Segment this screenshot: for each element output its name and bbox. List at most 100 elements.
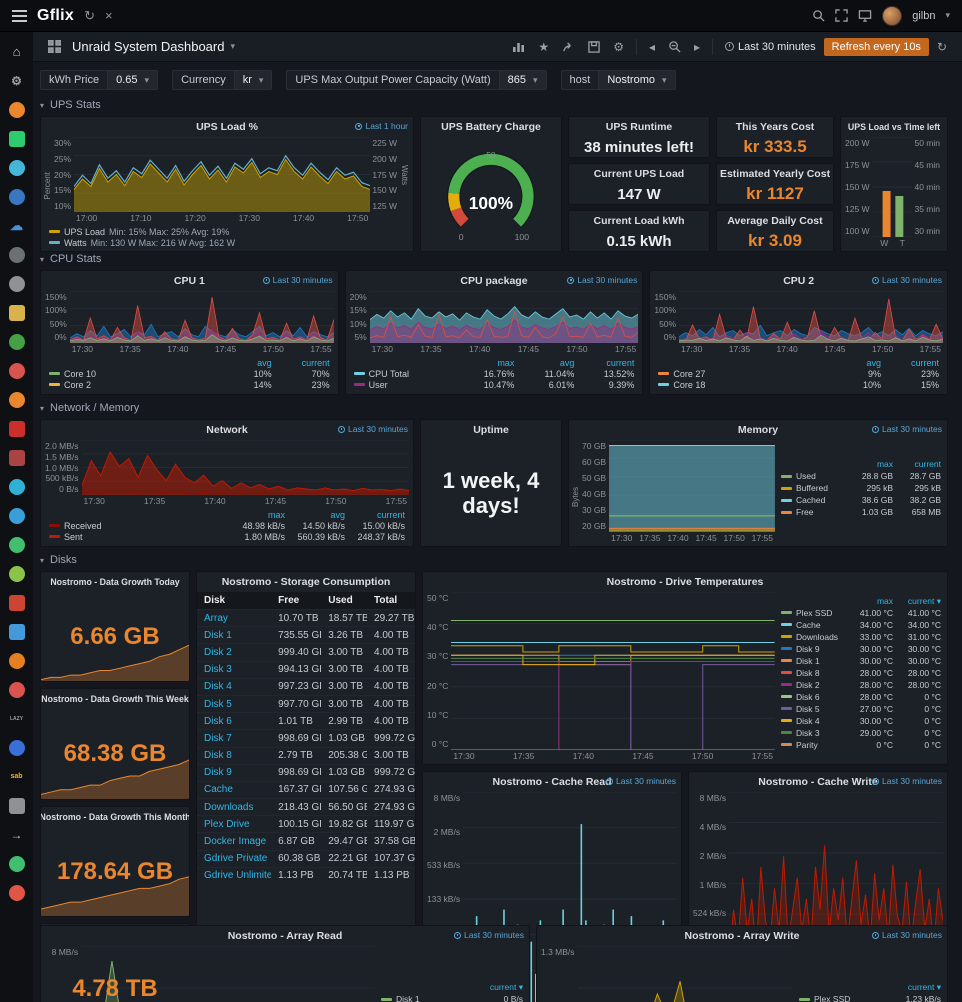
legend-item[interactable]: Disk 4 30.00 °C 0 °C: [781, 715, 941, 727]
legend-item[interactable]: Plex SSD 1.23 kB/s: [799, 993, 941, 1002]
sidebar-app-icon[interactable]: [8, 646, 25, 675]
panel-title-ups-load[interactable]: UPS Load %: [196, 121, 258, 133]
sidebar-app-icon[interactable]: ⚙: [9, 66, 25, 95]
disk-name-link[interactable]: Downloads: [197, 798, 272, 816]
sidebar-app-icon[interactable]: [8, 269, 25, 298]
dashboard-title[interactable]: Unraid System Dashboard: [72, 39, 225, 54]
sidebar-app-icon[interactable]: [8, 675, 25, 704]
legend-header[interactable]: max current ▾: [876, 595, 941, 607]
network-chart[interactable]: [81, 440, 409, 495]
sidebar-app-icon[interactable]: [8, 240, 25, 269]
sidebar-app-icon[interactable]: [8, 849, 25, 878]
disk-name-link[interactable]: Gdrive Unlimited: [197, 866, 272, 884]
settings-button[interactable]: ⚙: [613, 39, 624, 54]
panel-title-storage-consumption[interactable]: Nostromo - Storage Consumption: [221, 576, 391, 588]
sidebar-app-icon[interactable]: [8, 617, 25, 646]
disk-name-link[interactable]: Disk 5: [197, 694, 272, 713]
sidebar-app-icon[interactable]: [8, 588, 25, 617]
panel-title-uptime[interactable]: Uptime: [473, 424, 509, 436]
legend-item[interactable]: Downloads 33.00 °C 31.00 °C: [781, 631, 941, 643]
dashboard-title-caret[interactable]: ▾: [230, 41, 235, 51]
share-button[interactable]: [557, 38, 580, 56]
panel-title-growth-month[interactable]: Nostromo - Data Growth This Month: [41, 811, 189, 822]
legend-item[interactable]: Disk 2 28.00 °C 28.00 °C: [781, 679, 941, 691]
sidebar-app-icon[interactable]: [8, 385, 25, 414]
tab-refresh-icon[interactable]: ↻: [84, 7, 95, 23]
panel-title-ups-runtime[interactable]: UPS Runtime: [605, 121, 673, 133]
sidebar-app-icon[interactable]: [8, 153, 25, 182]
legend-item[interactable]: Core 27 9% 23%: [658, 368, 939, 379]
disk-name-link[interactable]: Disk 8: [197, 746, 272, 765]
legend-item[interactable]: Disk 3 29.00 °C 0 °C: [781, 727, 941, 739]
sidebar-app-icon[interactable]: ⌂: [9, 37, 25, 66]
disk-name-link[interactable]: Disk 3: [197, 660, 272, 679]
fullscreen-icon[interactable]: [835, 9, 848, 22]
array-read-chart[interactable]: [81, 946, 375, 1002]
legend-item[interactable]: Disk 1 30.00 °C 30.00 °C: [781, 655, 941, 667]
panel-title-memory[interactable]: Memory: [737, 424, 779, 436]
legend-item[interactable]: Disk 9 30.00 °C 30.00 °C: [781, 643, 941, 655]
template-variable[interactable]: UPS Max Output Power Capacity (Watt) 865…: [286, 70, 547, 90]
sidebar-app-icon[interactable]: LAZY: [9, 704, 25, 733]
sidebar-app-icon[interactable]: [8, 327, 25, 356]
legend-header[interactable]: max avg current: [497, 357, 635, 368]
variable-value-dropdown[interactable]: Nostromo ▾: [599, 70, 676, 90]
ups-bars-chart[interactable]: [873, 137, 913, 237]
sidebar-app-icon[interactable]: sab: [9, 762, 25, 791]
legend-item[interactable]: UPS Load Min: 15% Max: 25% Avg: 19%: [49, 226, 409, 237]
legend-item[interactable]: Free 1.03 GB 658 MB: [781, 506, 941, 518]
save-button[interactable]: [583, 38, 605, 56]
panel-title-years-cost[interactable]: This Years Cost: [735, 121, 815, 133]
disk-name-link[interactable]: Disk 1: [197, 626, 272, 644]
menu-icon[interactable]: [12, 9, 27, 22]
panel-title-estimated-yearly-cost[interactable]: Estimated Yearly Cost: [719, 168, 831, 180]
time-back-button[interactable]: ◂: [648, 39, 655, 54]
column-header-disk[interactable]: Disk: [197, 592, 272, 610]
add-panel-button[interactable]: [507, 38, 530, 56]
sidebar-app-icon[interactable]: [8, 356, 25, 385]
sidebar-app-icon[interactable]: [8, 791, 25, 820]
legend-header[interactable]: max current: [876, 459, 941, 469]
variable-value-dropdown[interactable]: 0.65 ▾: [108, 70, 159, 90]
panel-title-cache-write[interactable]: Nostromo - Cache Write: [758, 776, 878, 788]
sidebar-app-icon[interactable]: [8, 298, 25, 327]
legend-item[interactable]: Parity 0 °C 0 °C: [781, 739, 941, 751]
zoom-out-button[interactable]: [663, 37, 686, 56]
sidebar-app-icon[interactable]: [8, 182, 25, 211]
legend-item[interactable]: Buffered 295 kB 295 kB: [781, 482, 941, 494]
cpu-package-chart[interactable]: [369, 291, 639, 343]
panel-title-cache-read[interactable]: Nostromo - Cache Read: [492, 776, 612, 788]
row-header-network-memory[interactable]: ▾ Network / Memory: [40, 401, 948, 415]
legend-item[interactable]: Core 2 14% 23%: [49, 379, 330, 390]
tab-close-icon[interactable]: ×: [104, 8, 113, 23]
time-range-picker[interactable]: Last 30 minutes: [720, 38, 821, 56]
devices-icon[interactable]: [858, 9, 872, 22]
template-variable[interactable]: Currency kr ▾: [172, 70, 273, 90]
disk-name-link[interactable]: Disk 9: [197, 763, 272, 782]
panel-title-drive-temperatures[interactable]: Nostromo - Drive Temperatures: [606, 576, 764, 588]
legend-header[interactable]: avg current: [257, 357, 330, 368]
template-variable[interactable]: host Nostromo ▾: [560, 70, 676, 90]
legend-item[interactable]: Disk 5 27.00 °C 0 °C: [781, 703, 941, 715]
column-header-used[interactable]: Used: [321, 592, 368, 610]
legend-item[interactable]: Watts Min: 130 W Max: 216 W Avg: 162 W: [49, 237, 409, 248]
template-variable[interactable]: kWh Price 0.65 ▾: [40, 70, 159, 90]
variable-value-dropdown[interactable]: 865 ▾: [499, 70, 547, 90]
username[interactable]: gilbn: [912, 9, 936, 22]
panel-title-growth-today[interactable]: Nostromo - Data Growth Today: [50, 577, 180, 587]
drive-temperatures-chart[interactable]: [451, 592, 775, 750]
panel-title-current-load-kwh[interactable]: Current Load kWh: [593, 215, 685, 227]
cpu2-chart[interactable]: [679, 291, 943, 343]
legend-item[interactable]: Plex SSD 41.00 °C 41.00 °C: [781, 607, 941, 619]
legend-item[interactable]: Received 48.98 kB/s 14.50 kB/s 15.00 kB/s: [49, 520, 405, 531]
panel-title-ups-load-vs-time[interactable]: UPS Load vs Time left: [847, 122, 941, 132]
sidebar-app-icon[interactable]: →: [9, 820, 25, 849]
refresh-interval-button[interactable]: Refresh every 10s: [823, 37, 929, 56]
cpu1-chart[interactable]: [69, 291, 334, 343]
legend-item[interactable]: Disk 8 28.00 °C 28.00 °C: [781, 667, 941, 679]
dashboard-grid-icon[interactable]: [43, 37, 66, 56]
search-icon[interactable]: [812, 9, 825, 22]
avatar[interactable]: [882, 5, 903, 26]
disk-name-link[interactable]: Gdrive Private: [197, 849, 272, 868]
panel-title-network[interactable]: Network: [206, 424, 248, 436]
